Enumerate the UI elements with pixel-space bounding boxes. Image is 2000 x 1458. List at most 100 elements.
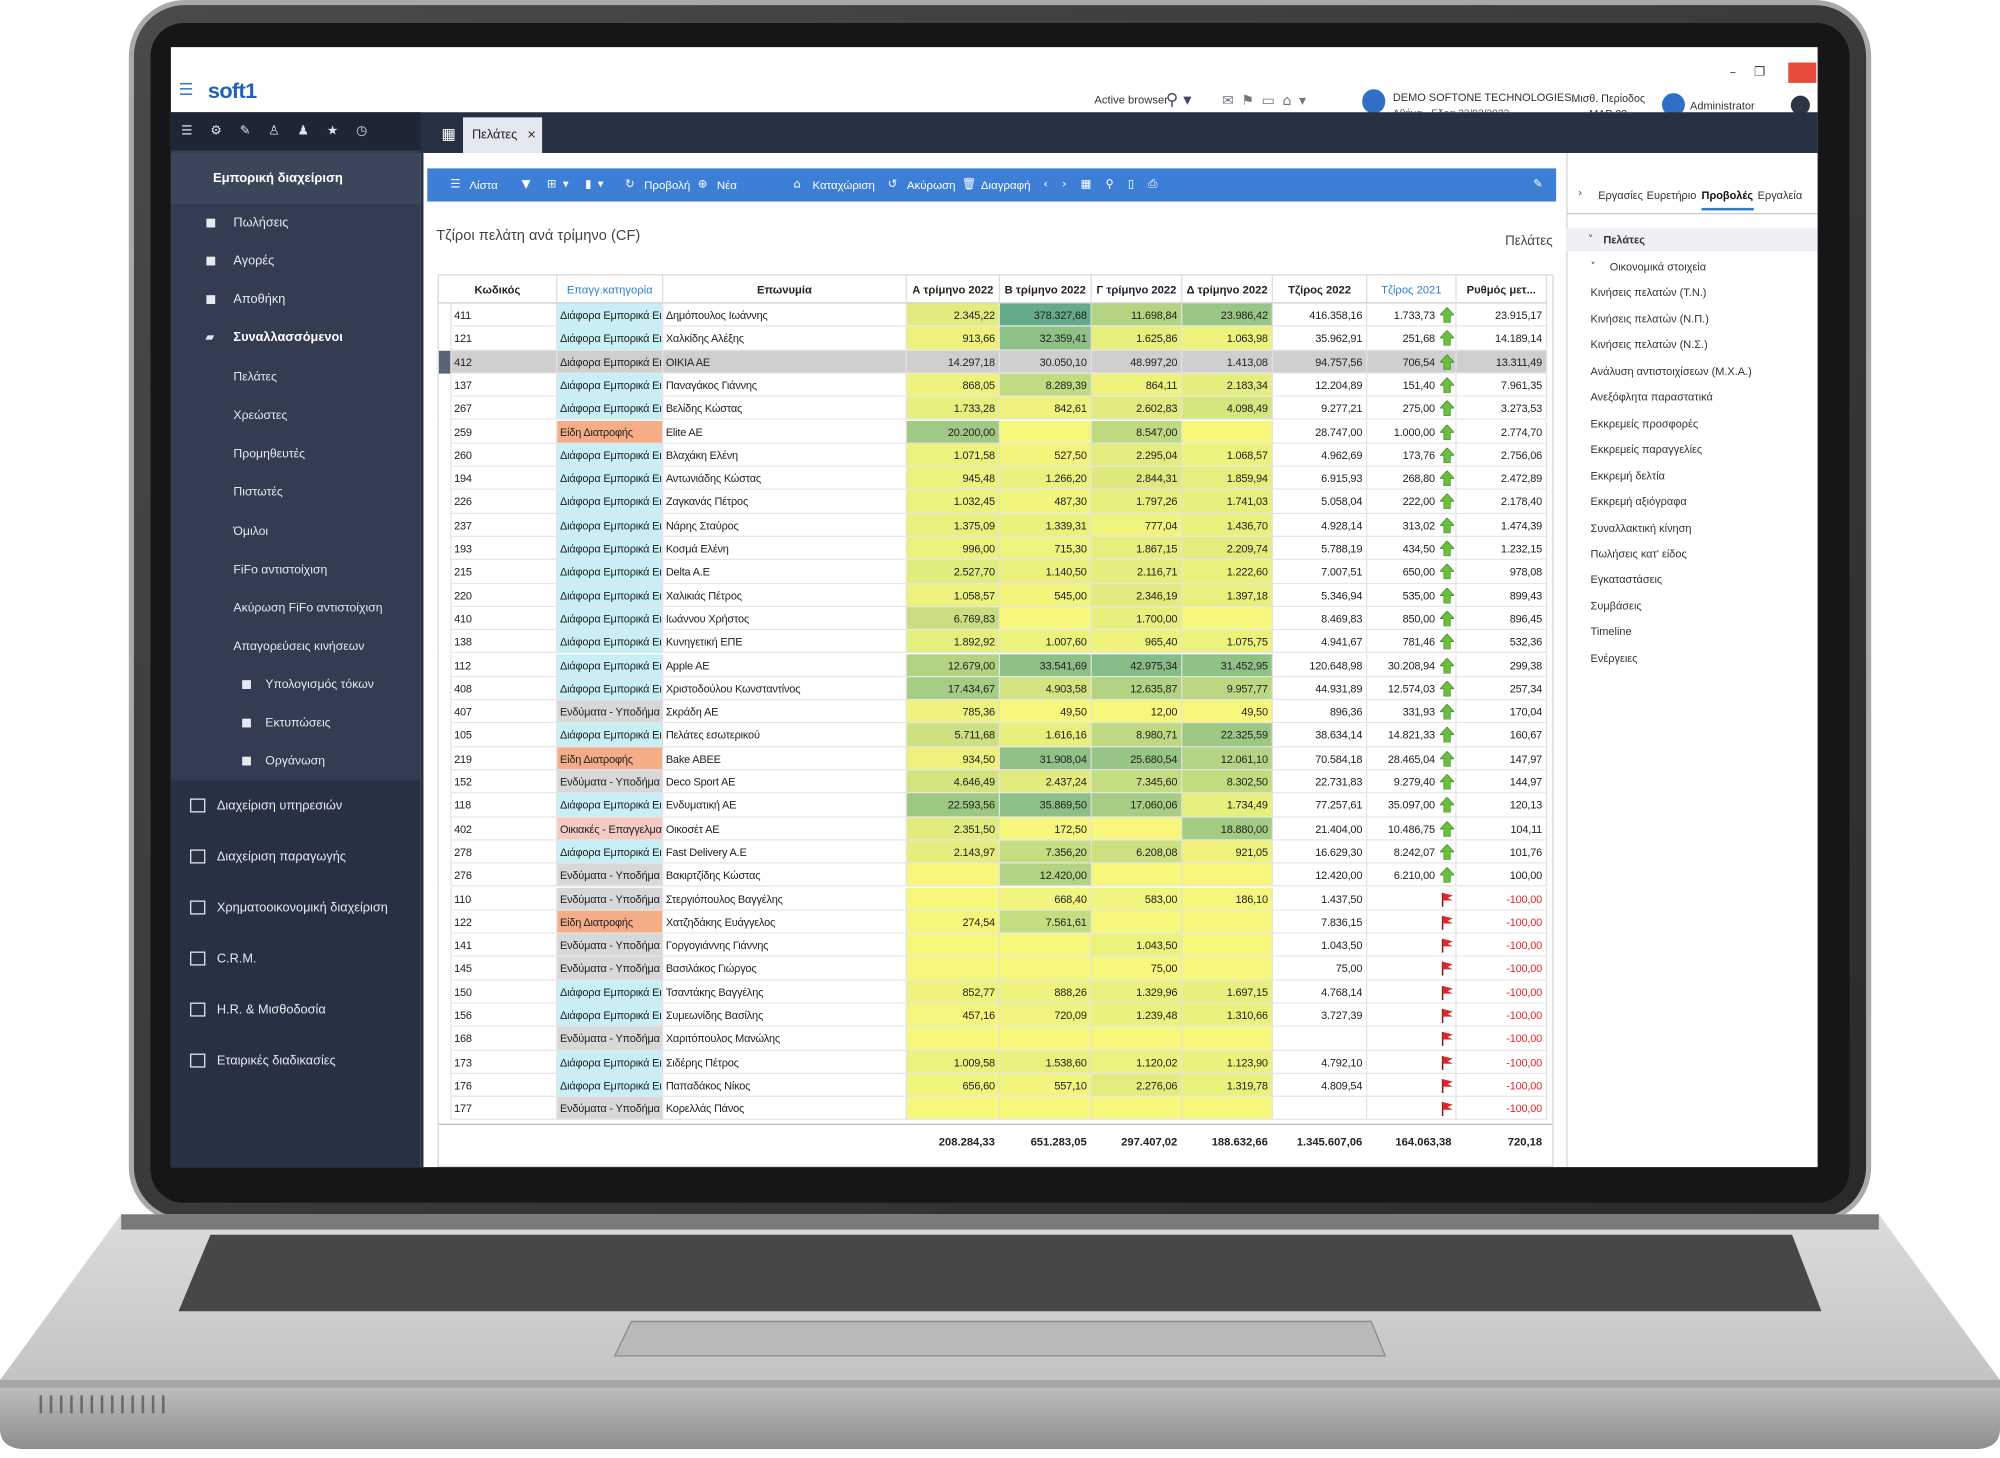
company[interactable]: DEMO SOFTONE TECHNOLOGIES...	[1392, 90, 1581, 104]
menu-button[interactable]: ☰	[178, 80, 194, 101]
sidebar-subitem[interactable]: FiFo αντιστοίχιση	[233, 562, 328, 577]
module-item[interactable]: C.R.M.	[216, 952, 257, 967]
row-indicator[interactable]	[438, 630, 452, 654]
row-indicator[interactable]	[438, 887, 452, 911]
toolbar-button[interactable]: Λίστα	[469, 178, 498, 192]
panel-item[interactable]: Συναλλακτική κίνηση	[1590, 521, 1692, 534]
sidebar-subitem[interactable]: Όμιλοι	[233, 524, 269, 539]
row-indicator[interactable]	[438, 490, 452, 514]
sidebar-subitem[interactable]: Προμηθευτές	[233, 447, 306, 462]
toolbar-button[interactable]: Διαγραφή	[980, 178, 1031, 192]
column-header[interactable]: Γ τρίμηνο 2022	[1091, 275, 1183, 304]
row-indicator[interactable]	[438, 466, 452, 491]
row-indicator[interactable]	[438, 326, 452, 351]
module-item[interactable]: Χρηματοοικονομική διαχείριση	[216, 901, 388, 916]
row-indicator[interactable]	[438, 980, 452, 1004]
sidebar-subitem[interactable]: Πιστωτές	[233, 485, 283, 500]
panel-item[interactable]: Ανάλυση αντιστοιχίσεων (Μ.Χ.Α.)	[1590, 364, 1752, 378]
row-indicator[interactable]	[438, 536, 452, 561]
sidebar-item[interactable]: Πωλήσεις	[233, 216, 289, 231]
toolbar-button[interactable]: Ακύρωση	[906, 178, 956, 192]
toolbar-button[interactable]: Νέα	[716, 178, 737, 192]
row-indicator[interactable]	[438, 396, 452, 421]
row-indicator[interactable]	[438, 933, 452, 958]
row-indicator[interactable]	[438, 840, 452, 864]
row-indicator[interactable]	[438, 677, 452, 701]
panel-item[interactable]: Εγκαταστάσεις	[1590, 573, 1663, 586]
panel-item[interactable]: Ανεξόφλητα παραστατικά	[1590, 390, 1713, 404]
row-indicator[interactable]	[438, 723, 452, 748]
close-button[interactable]	[1788, 62, 1817, 83]
panel-item[interactable]: Εκκρεμείς παραγγελίες	[1590, 442, 1703, 456]
panel-header[interactable]: Πελάτες	[1603, 233, 1645, 247]
sidebar-section[interactable]: Εμπορική διαχείριση	[213, 171, 343, 186]
column-header[interactable]: Β τρίμηνο 2022	[999, 275, 1092, 304]
window-controls[interactable]: –❐	[1729, 65, 1784, 80]
column-header[interactable]: Επωνυμία	[663, 275, 907, 304]
panel-item[interactable]: Οικονομικά στοιχεία	[1609, 260, 1707, 273]
row-indicator[interactable]	[438, 747, 452, 771]
sidebar-folder[interactable]: Οργάνωση	[265, 754, 326, 769]
panel-item[interactable]: Κινήσεις πελατών (Ν.Σ.)	[1590, 338, 1708, 352]
row-indicator[interactable]	[438, 817, 452, 841]
row-indicator[interactable]	[438, 373, 452, 397]
tab[interactable]	[463, 117, 543, 154]
user[interactable]: Administrator	[1690, 99, 1755, 113]
panel-tab[interactable]: Εργαλεία	[1757, 188, 1803, 202]
row-indicator[interactable]	[438, 1097, 452, 1121]
panel-item[interactable]: Εκκρεμείς προσφορές	[1590, 416, 1699, 430]
help-button[interactable]	[1790, 95, 1810, 115]
tab-label[interactable]: Πελάτες	[471, 128, 518, 143]
column-header[interactable]: Δ τρίμηνο 2022	[1182, 275, 1273, 304]
module-item[interactable]: Διαχείριση υπηρεσιών	[216, 799, 343, 814]
header-icons[interactable]: ✉⚑▭⌂▾	[1221, 92, 1314, 110]
row-indicator[interactable]	[438, 1050, 452, 1074]
row-indicator[interactable]	[438, 770, 452, 794]
row-indicator[interactable]	[438, 420, 452, 444]
row-indicator[interactable]	[438, 607, 452, 631]
panel-item[interactable]: Εκκρεμή αξιόγραφα	[1590, 494, 1687, 508]
sidebar-subitem[interactable]: Ακύρωση FiFo αντιστοίχιση	[233, 601, 383, 616]
sidebar-group[interactable]: Συναλλασσόμενοι	[233, 330, 343, 346]
row-indicator[interactable]	[438, 910, 452, 934]
apps-icon[interactable]: ▦	[441, 124, 456, 143]
panel-tab[interactable]: Ευρετήριο	[1646, 188, 1697, 202]
row-indicator[interactable]	[438, 957, 452, 981]
toolbar-button[interactable]: Καταχώριση	[812, 178, 875, 192]
module-item[interactable]: Εταιρικές διαδικασίες	[216, 1054, 336, 1069]
panel-item[interactable]: Κινήσεις πελατών (Ν.Π.)	[1590, 312, 1709, 326]
sidebar-subitem[interactable]: Χρεώστες	[233, 408, 288, 424]
row-indicator[interactable]	[438, 513, 452, 537]
panel-item[interactable]: Εκκρεμή δελτία	[1590, 468, 1665, 482]
row-indicator[interactable]	[438, 863, 452, 888]
sidebar-item[interactable]: Αγορές	[233, 254, 275, 269]
sidebar-subitem[interactable]: Πελάτες	[233, 370, 277, 385]
column-header[interactable]: Κωδικός	[438, 275, 558, 304]
panel-item[interactable]: Συμβάσεις	[1590, 599, 1642, 613]
search-icon[interactable]: ⚲ ▾	[1165, 91, 1192, 111]
sidebar-folder[interactable]: Εκτυπώσεις	[265, 716, 331, 731]
column-header[interactable]: Α τρίμηνο 2022	[906, 275, 1000, 304]
toolbar-button[interactable]: Προβολή	[644, 178, 691, 192]
active-browser[interactable]: Active browser	[1094, 93, 1168, 106]
row-indicator[interactable]	[438, 700, 452, 724]
tab-close[interactable]: ×	[526, 128, 537, 142]
row-indicator[interactable]	[438, 653, 452, 678]
sidebar-subitem[interactable]: Απαγορεύσεις κινήσεων	[233, 639, 365, 654]
toolbar-icons[interactable]: ‹›▦⚲▯⎙	[1043, 178, 1172, 192]
row-indicator[interactable]	[438, 1027, 452, 1051]
panel-tab[interactable]: Προβολές	[1701, 188, 1754, 202]
row-indicator[interactable]	[438, 303, 452, 327]
row-indicator[interactable]	[438, 560, 452, 584]
panel-item[interactable]: Κινήσεις πελατών (Τ.Ν.)	[1590, 286, 1707, 300]
row-indicator[interactable]	[438, 793, 452, 818]
column-header[interactable]: Επαγγ.κατηγορία	[557, 275, 664, 304]
row-indicator[interactable]	[438, 583, 452, 608]
row-indicator[interactable]	[438, 1003, 452, 1028]
column-header[interactable]: Τζίρος 2021	[1367, 275, 1457, 304]
column-header[interactable]: Ρυθμός μετ...	[1456, 275, 1548, 304]
sidebar-icon-row[interactable]: ☰⚙✎♙♟★◷	[181, 124, 386, 139]
sidebar-folder[interactable]: Υπολογισμός τόκων	[265, 677, 374, 692]
row-indicator[interactable]	[438, 350, 452, 374]
column-header[interactable]: Τζίρος 2022	[1272, 275, 1368, 304]
